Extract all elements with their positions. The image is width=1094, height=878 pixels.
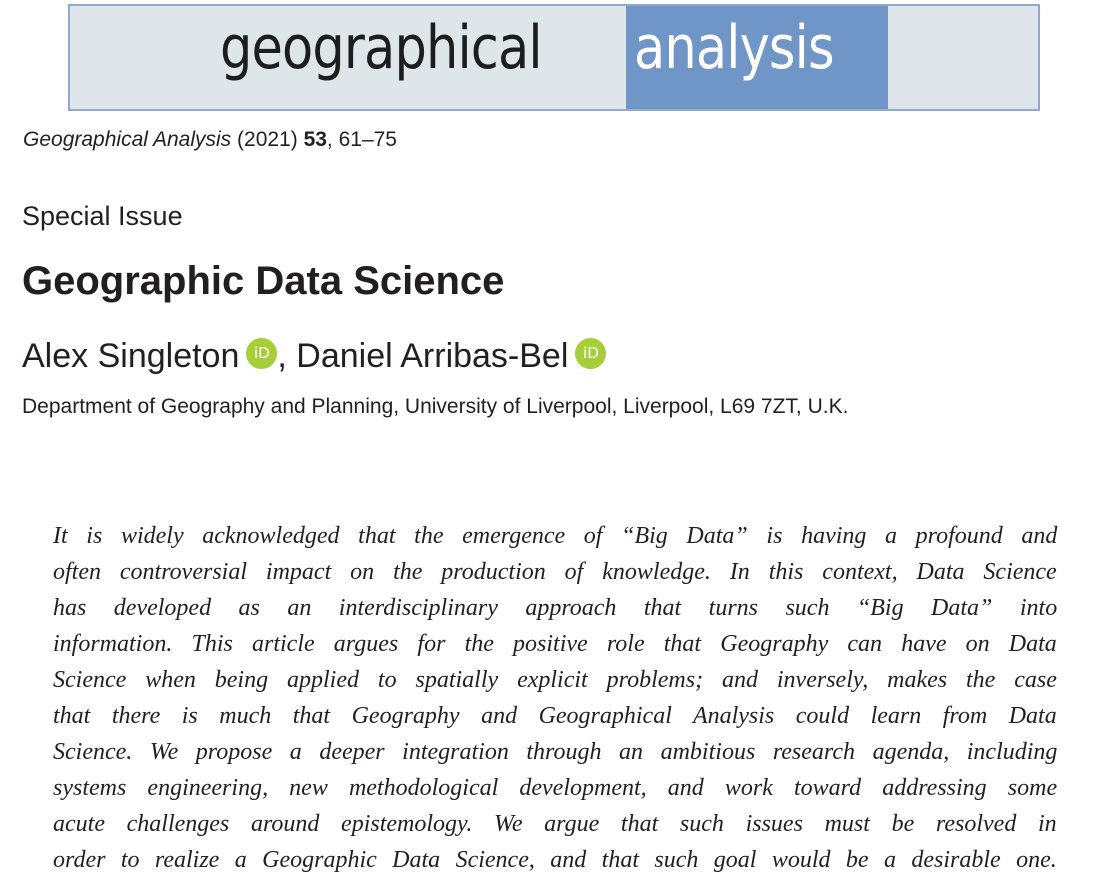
abstract-line: Science when being applied to spatially … (53, 667, 1057, 693)
article-title: Geographic Data Science (22, 259, 505, 303)
abstract-line: It is widely acknowledged that the emerg… (53, 523, 1058, 549)
banner-blue-panel (626, 6, 888, 109)
abstract-line: has developed as an interdisciplinary ap… (53, 595, 1058, 621)
author-separator: , (277, 337, 297, 375)
citation-line: Geographical Analysis (2021) 53, 61–75 (23, 127, 397, 152)
abstract-line: information. This article argues for the… (53, 631, 1057, 657)
author-name[interactable]: Alex Singleton (22, 337, 240, 375)
abstract-line: that there is much that Geography and Ge… (53, 703, 1057, 729)
abstract-line: systems engineering, new methodological … (53, 775, 1058, 801)
banner-left-panel (70, 6, 626, 109)
citation-volume: 53 (303, 128, 327, 151)
orcid-icon[interactable]: iD (575, 338, 607, 369)
journal-banner-logo: geographical analysis (68, 4, 1040, 111)
abstract-line: order to realize a Geographic Data Scien… (53, 847, 1057, 873)
banner-right-panel (888, 6, 1038, 109)
logo-word-geographical: geographical (220, 13, 543, 83)
abstract-line: acute challenges around epistemology. We… (53, 811, 1057, 837)
citation-year: (2021) (237, 128, 298, 151)
author-affiliation: Department of Geography and Planning, Un… (22, 395, 849, 418)
journal-name: Geographical Analysis (23, 128, 232, 151)
citation-pages: , 61–75 (326, 128, 397, 151)
abstract: It is widely acknowledged that the emerg… (53, 518, 1057, 878)
author-list: Alex Singleton iD , Daniel Arribas-Bel i… (22, 336, 607, 377)
abstract-line: Science. We propose a deeper integration… (53, 739, 1058, 765)
section-label: Special Issue (22, 201, 183, 231)
abstract-line: often controversial impact on the produc… (53, 559, 1057, 585)
author-name[interactable]: Daniel Arribas-Bel (296, 337, 569, 375)
logo-word-analysis: analysis (634, 13, 835, 83)
orcid-icon[interactable]: iD (246, 338, 278, 369)
